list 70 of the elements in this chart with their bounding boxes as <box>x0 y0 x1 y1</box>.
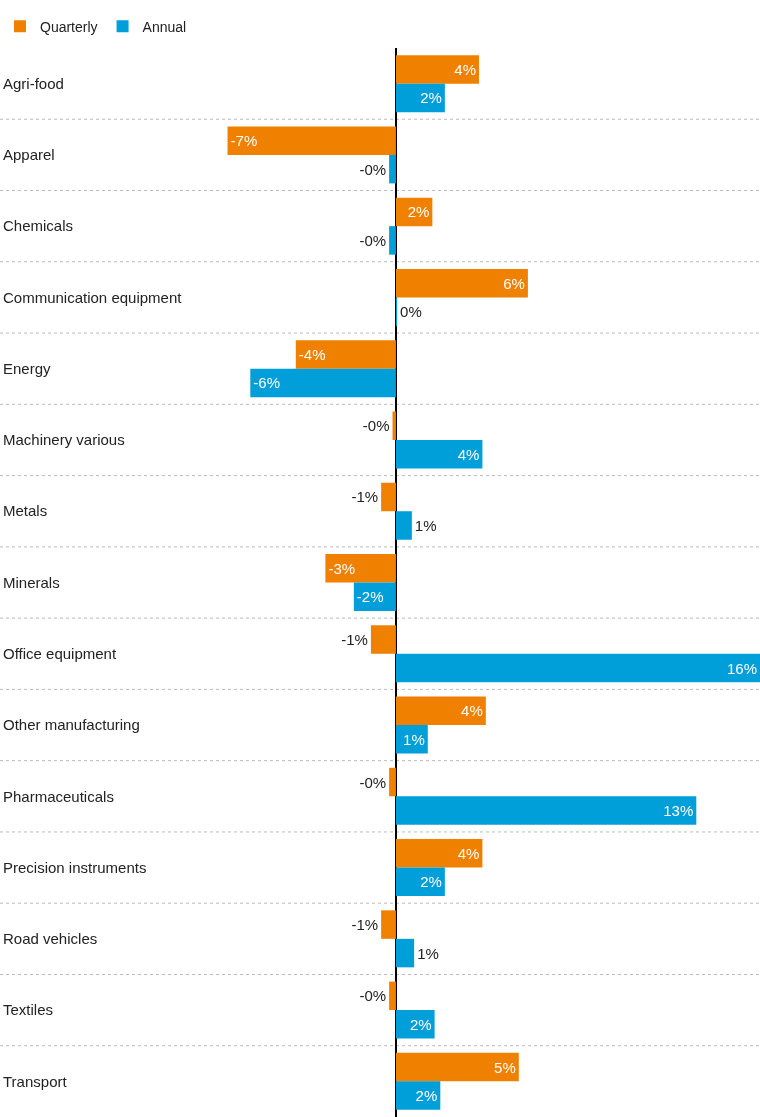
data-label: -4% <box>298 345 326 363</box>
y-tick-label: Office equipment <box>3 645 117 663</box>
data-label: 4% <box>457 445 480 463</box>
y-tick-label: Minerals <box>3 573 60 591</box>
data-label: -0% <box>359 987 387 1005</box>
data-label: 13% <box>663 802 694 820</box>
bar <box>395 653 760 683</box>
bar <box>395 839 483 868</box>
data-label: -0% <box>359 773 387 791</box>
y-tick-label: Energy <box>3 359 52 377</box>
data-label: 4% <box>454 60 476 78</box>
y-tick-label: Precision instruments <box>3 858 147 876</box>
bar <box>395 796 697 825</box>
y-tick-label: Chemicals <box>3 217 74 235</box>
data-label: -2% <box>356 588 384 606</box>
data-label: 2% <box>409 1015 432 1033</box>
data-label: -0% <box>359 231 387 249</box>
y-tick-label: Communication equipment <box>3 288 183 306</box>
bar <box>389 767 396 797</box>
bar <box>389 981 396 1011</box>
y-tick-label: Transport <box>3 1072 68 1090</box>
data-label: 1% <box>414 516 437 534</box>
bar <box>325 553 396 583</box>
y-tick-label: Other manufacturing <box>3 716 140 734</box>
data-label: 2% <box>420 873 442 891</box>
data-label: 2% <box>420 89 442 107</box>
bar <box>395 511 412 540</box>
data-label: 0% <box>400 303 422 321</box>
data-label: -1% <box>341 631 368 649</box>
y-tick-label: Pharmaceuticals <box>3 787 114 805</box>
data-label: 2% <box>415 1087 438 1105</box>
legend-label: Quarterly <box>40 18 98 35</box>
y-tick-label: Metals <box>3 502 48 520</box>
bar <box>395 268 528 298</box>
bar <box>227 126 396 155</box>
data-label: -3% <box>328 559 356 577</box>
y-tick-label: Machinery various <box>3 431 125 449</box>
data-label: 16% <box>726 659 757 677</box>
data-label: -7% <box>230 132 258 150</box>
bar <box>381 910 396 939</box>
y-tick-label: Textiles <box>3 1001 54 1019</box>
data-label: 4% <box>457 844 480 862</box>
bar <box>395 439 483 469</box>
data-label: 4% <box>461 702 483 720</box>
data-label: 1% <box>403 730 425 748</box>
bar <box>295 340 396 369</box>
data-label: -6% <box>253 374 280 392</box>
bar <box>389 226 396 255</box>
bar <box>395 55 479 84</box>
y-tick-label: Apparel <box>3 146 55 164</box>
data-label: 6% <box>503 274 525 292</box>
y-tick-label: Road vehicles <box>3 930 98 948</box>
data-label: 2% <box>407 203 430 221</box>
y-tick-label: Agri-food <box>3 74 64 92</box>
bar <box>370 625 396 654</box>
bar <box>395 1081 441 1110</box>
legend-label: Annual <box>142 18 187 35</box>
bar <box>395 938 415 968</box>
data-label: -0% <box>359 160 387 178</box>
data-label: -0% <box>362 417 390 435</box>
data-label: -1% <box>351 916 379 934</box>
bar <box>250 368 396 398</box>
data-label: 1% <box>417 944 439 962</box>
bar <box>389 154 396 184</box>
bar <box>381 482 396 512</box>
data-label: 5% <box>494 1058 516 1076</box>
data-label: -1% <box>351 488 379 506</box>
bar <box>395 1010 435 1039</box>
bar <box>395 1052 519 1082</box>
bar <box>395 696 486 726</box>
